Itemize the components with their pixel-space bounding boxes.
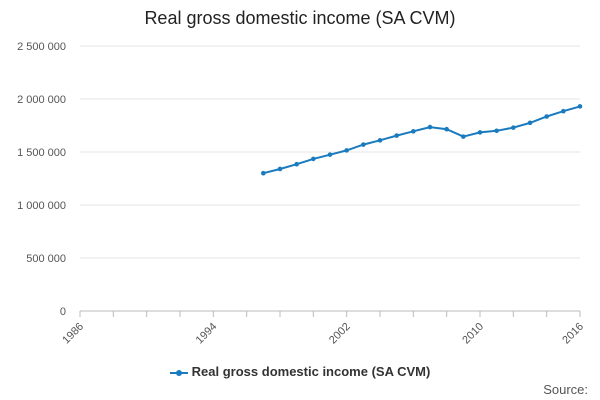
chart-title: Real gross domestic income (SA CVM) — [144, 8, 456, 28]
x-tick-label: 2010 — [460, 321, 486, 347]
grid-lines — [80, 45, 580, 312]
data-point[interactable] — [494, 128, 499, 134]
data-point[interactable] — [477, 130, 483, 135]
series-layer — [261, 104, 583, 176]
y-tick-labels: 0 500 000 1 000 000 1 500 000 2 000 000 2 500… — [17, 41, 66, 318]
x-tick-label: 2002 — [327, 321, 353, 347]
data-point[interactable] — [261, 170, 266, 176]
source-label: Source: — [543, 382, 588, 397]
y-tick-label: 0 — [60, 306, 66, 318]
legend-swatch — [169, 369, 188, 376]
data-point[interactable] — [527, 120, 533, 126]
data-point[interactable] — [411, 129, 416, 134]
legend-label: Real gross domestic income (SA CVM) — [191, 364, 431, 379]
y-tick-label: 1 000 000 — [17, 200, 66, 212]
y-tick-label: 500 000 — [26, 253, 66, 265]
data-point[interactable] — [511, 125, 516, 130]
y-tick-label: 1 500 000 — [17, 147, 66, 159]
data-point[interactable] — [311, 156, 316, 162]
data-point[interactable] — [377, 138, 383, 143]
data-point[interactable] — [294, 161, 299, 167]
y-tick-label: 2 000 000 — [17, 94, 66, 106]
y-tick-label: 2 500 000 — [17, 41, 66, 53]
data-point[interactable] — [394, 133, 399, 138]
data-point[interactable] — [444, 126, 449, 132]
data-point[interactable] — [427, 124, 433, 130]
data-point[interactable] — [577, 104, 583, 109]
data-point[interactable] — [544, 114, 549, 119]
data-point[interactable] — [461, 134, 466, 139]
data-point[interactable] — [361, 142, 366, 147]
series-line — [263, 105, 581, 175]
data-point[interactable] — [561, 108, 566, 114]
x-tick-label: 1986 — [60, 321, 86, 347]
x-tick-label: 2016 — [560, 321, 586, 347]
data-point[interactable] — [344, 148, 349, 153]
data-point[interactable] — [277, 166, 283, 172]
legend[interactable]: Real gross domestic income (SA CVM) — [0, 364, 600, 379]
x-axis: 1986 1994 2002 2010 2016 — [60, 311, 586, 346]
data-point[interactable] — [327, 152, 333, 157]
x-tick-label: 1994 — [194, 321, 220, 347]
